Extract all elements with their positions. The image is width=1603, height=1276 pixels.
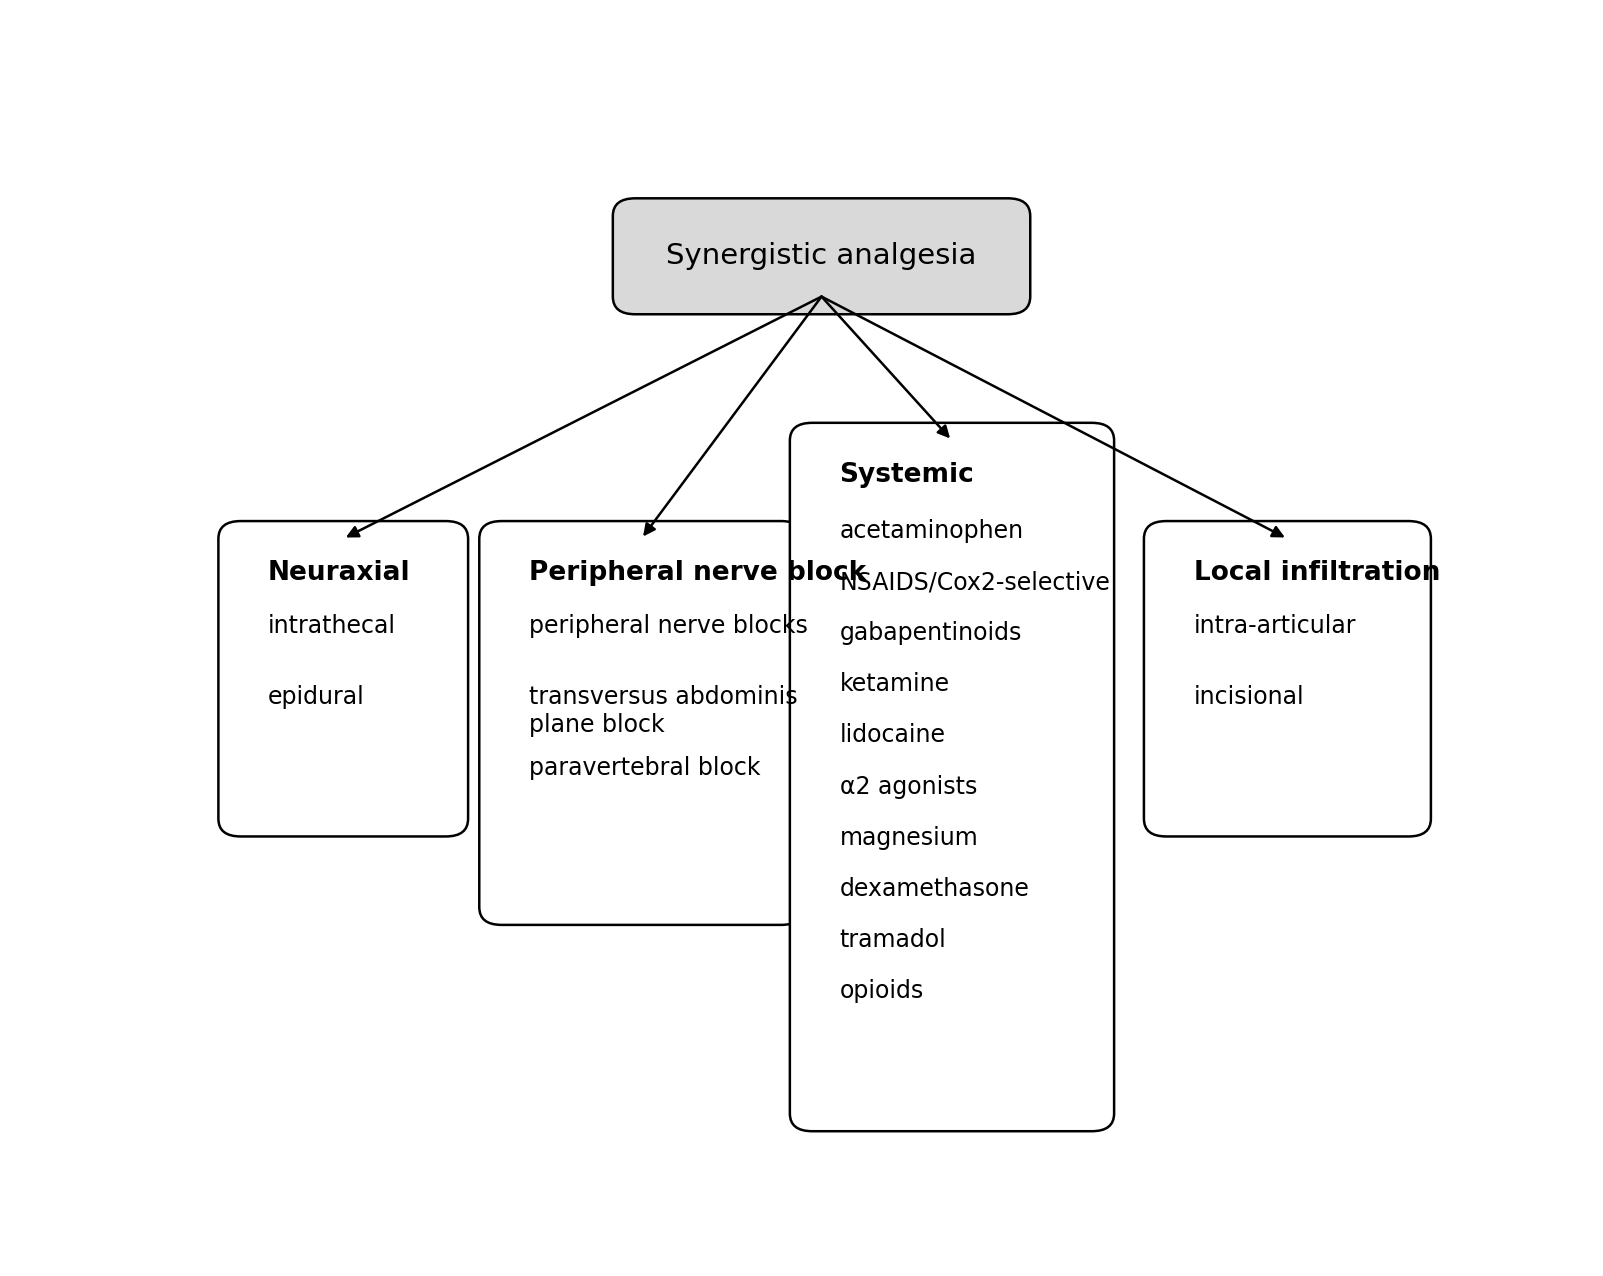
Text: acetaminophen: acetaminophen [840,519,1024,544]
FancyBboxPatch shape [1145,521,1431,837]
Text: Local infiltration: Local infiltration [1194,560,1439,587]
FancyBboxPatch shape [218,521,468,837]
Text: magnesium: magnesium [840,826,978,850]
Text: epidural: epidural [268,685,365,709]
FancyBboxPatch shape [612,198,1031,314]
Text: opioids: opioids [840,979,923,1003]
Text: intra-articular: intra-articular [1194,615,1356,638]
Text: lidocaine: lidocaine [840,723,946,748]
Text: transversus abdominis
plane block: transversus abdominis plane block [529,685,798,738]
Text: dexamethasone: dexamethasone [840,877,1029,901]
Text: Neuraxial: Neuraxial [268,560,410,587]
Text: α2 agonists: α2 agonists [840,775,976,799]
Text: paravertebral block: paravertebral block [529,755,760,780]
Text: Peripheral nerve block: Peripheral nerve block [529,560,866,587]
FancyBboxPatch shape [790,422,1114,1132]
Text: ketamine: ketamine [840,672,949,697]
Text: Systemic: Systemic [840,462,975,489]
Text: peripheral nerve blocks: peripheral nerve blocks [529,615,808,638]
FancyBboxPatch shape [479,521,803,925]
Text: NSAIDS/Cox2-selective: NSAIDS/Cox2-selective [840,570,1111,595]
Text: incisional: incisional [1194,685,1305,709]
Text: gabapentinoids: gabapentinoids [840,621,1023,646]
Text: intrathecal: intrathecal [268,615,396,638]
Text: Synergistic analgesia: Synergistic analgesia [667,242,976,271]
Text: tramadol: tramadol [840,928,946,952]
